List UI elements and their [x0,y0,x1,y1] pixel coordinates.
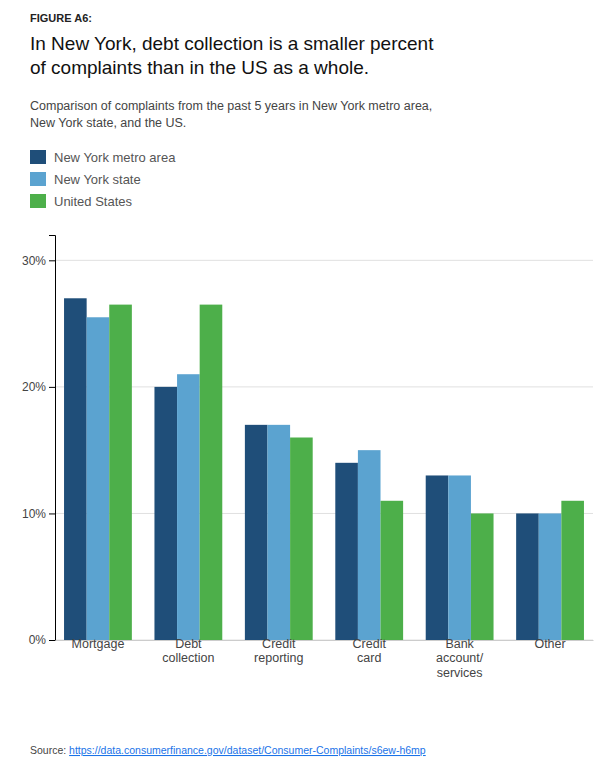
x-tick-label-line: Debt [175,637,202,651]
x-tick-label-line: collection [162,651,214,665]
y-tick: 0% [29,633,55,647]
x-tick-label-line: Mortgage [72,637,125,651]
x-axis-line [56,640,594,641]
x-tick-label: Debtcollection [162,637,214,665]
source-link: https://data.consumerfinance.gov/dataset… [69,744,426,756]
chart: FIGURE A6: In New York, debt collection i… [0,0,613,776]
bar [539,513,562,640]
x-tick-label: Mortgage [72,637,125,651]
legend-label: New York metro area [54,150,176,165]
series [87,317,562,640]
x-tick-label: Bankaccount/services [436,637,484,680]
subtitle: Comparison of complaints from the past 5… [30,99,432,130]
bar [200,305,223,640]
title-line: In New York, debt collection is a smalle… [30,33,434,54]
x-tick-label: Other [534,637,565,651]
legend-item: New York state [30,172,141,187]
bar [109,305,132,640]
bar [448,475,471,640]
y-tick-mark [49,640,55,641]
x-tick: Debtcollection [162,637,214,665]
bar [177,374,200,640]
bar [358,450,381,640]
y-tick-mark [49,387,55,388]
bar [290,438,313,641]
bar [245,425,268,640]
legend-swatch [30,150,46,164]
legend-label: New York state [54,172,141,187]
figure-label: FIGURE A6: [30,12,92,24]
subtitle-line: New York state, and the US. [30,116,186,130]
x-axis: MortgageDebtcollectionCreditreportingCre… [56,637,594,680]
x-tick: Mortgage [72,637,125,651]
x-tick-label: Creditreporting [254,637,303,665]
legend-label: United States [54,194,133,209]
x-tick-label: Creditcard [353,637,387,665]
y-tick: 10% [22,507,55,521]
legend-item: United States [30,194,133,209]
y-tick-mark [49,513,55,514]
y-tick-label: 0% [29,633,47,647]
grid-line [55,260,593,261]
grid-line [55,513,593,514]
y-tick-label: 10% [22,507,46,521]
y-tick: 20% [22,380,55,394]
y-axis-line [49,236,56,641]
bars [64,298,584,640]
bar [267,425,290,640]
x-tick: Creditreporting [254,637,303,665]
y-axis: 0% 10% 20% 30% [22,236,56,648]
bar [471,513,494,640]
subtitle-line: Comparison of complaints from the past 5… [30,99,432,113]
grid-line [55,386,593,387]
x-tick-label-line: Credit [353,637,387,651]
grid [55,260,593,640]
x-tick-label-line: Other [534,637,565,651]
bar [64,298,87,640]
source: Source: https://data.consumerfinance.gov… [30,744,426,756]
plot: 0%10%20%30%MortgageDebtcollectionCreditr… [22,236,594,680]
x-tick-label-line: Credit [262,637,296,651]
title: In New York, debt collection is a smalle… [30,33,434,78]
title-line: of complaints than in the US as a whole. [30,57,369,78]
x-tick: Other [534,637,565,651]
x-tick-label-line: reporting [254,651,303,665]
bar [381,501,404,640]
x-tick-label-line: card [357,651,381,665]
x-tick-label-line: Bank [445,637,474,651]
y-tick-mark [49,260,55,261]
bar [561,501,584,640]
x-tick-label-line: services [437,666,483,680]
y-tick: 30% [22,254,55,268]
bar [154,387,177,640]
y-tick-label: 20% [22,380,46,394]
bar [426,475,449,640]
legend-item: New York metro area [30,150,176,165]
x-tick: Creditcard [353,637,387,665]
legend: New York metro area New York state United … [30,150,176,209]
bar [516,513,539,640]
x-tick-label-line: account/ [436,651,484,665]
x-tick: Bankaccount/services [436,637,484,680]
y-tick-label: 30% [22,254,46,268]
series [64,298,539,640]
source-text: Source: [30,744,69,756]
legend-swatch [30,172,46,186]
legend-swatch [30,194,46,208]
bar [335,463,358,640]
series [109,305,584,640]
bar [87,317,110,640]
grid-line [55,640,593,641]
